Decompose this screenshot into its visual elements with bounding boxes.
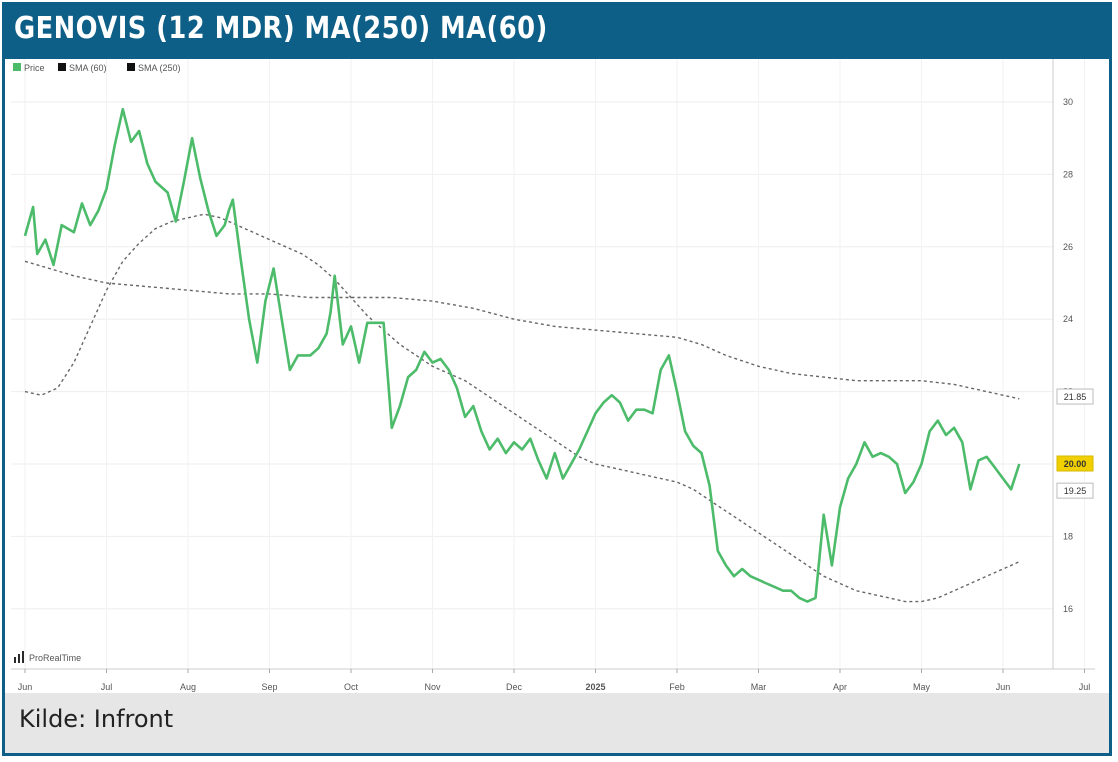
legend-swatch-price [13, 63, 21, 71]
x-tick-label: Apr [833, 682, 847, 692]
legend-label-sma60: SMA (60) [69, 63, 107, 73]
logo-bar-icon [14, 657, 16, 663]
last-value-box [1056, 455, 1094, 472]
footer-bar: Kilde: Infront [5, 693, 1109, 753]
y-tick-label: 26 [1063, 242, 1073, 252]
x-tick-labels: Jun Jul Aug Sep Oct Nov Dec 2025 Feb Mar Apr May Jun… [18, 669, 1091, 692]
legend-label-sma250: SMA (250) [138, 63, 181, 73]
x-tick-label: May [913, 682, 931, 692]
watermark-text: ProRealTime [29, 653, 81, 663]
y-tick-label: 18 [1063, 531, 1073, 541]
chart-legend: Price SMA (60) SMA (250) [13, 63, 181, 73]
logo-bar-icon [22, 651, 24, 663]
legend-swatch-sma250 [127, 63, 135, 71]
x-tick-label: Jul [101, 682, 113, 692]
price-line [23, 107, 1021, 603]
sma250-line [24, 260, 1020, 400]
x-tick-label: Jun [996, 682, 1011, 692]
x-tick-label: Dec [506, 682, 523, 692]
x-tick-label: Aug [180, 682, 196, 692]
last-value-label: 19.25 [1064, 486, 1087, 496]
plot-background [11, 59, 1095, 693]
last-value-label: 20.00 [1064, 459, 1087, 469]
legend-label-price: Price [24, 63, 45, 73]
last-value-label: 21.85 [1064, 392, 1087, 402]
x-tick-label: Sep [261, 682, 277, 692]
x-tick-label: 2025 [585, 682, 605, 692]
x-tick-label: Oct [344, 682, 359, 692]
logo-bar-icon [18, 654, 20, 663]
source-label: Kilde: Infront [19, 705, 174, 733]
x-tick-label: Nov [424, 682, 441, 692]
last-value-box [1056, 482, 1094, 499]
chart-title: GENOVIS (12 MDR) MA(250) MA(60) [14, 11, 548, 46]
y-tick-label: 24 [1063, 314, 1073, 324]
y-tick-label: 30 [1063, 97, 1073, 107]
prorealtime-logo: ProRealTime [14, 651, 81, 663]
x-tick-label: Mar [751, 682, 767, 692]
y-tick-label: 28 [1063, 169, 1073, 179]
legend-swatch-sma60 [58, 63, 66, 71]
price-chart: 1618202224262830 JunJulAugSepOctNovDec20… [11, 59, 1095, 693]
y-tick-label: 16 [1063, 604, 1073, 614]
last-value-box [1056, 388, 1094, 405]
series-lines [23, 107, 1021, 603]
sma60-line [24, 213, 1020, 603]
title-bar: GENOVIS (12 MDR) MA(250) MA(60) [5, 5, 1109, 59]
x-tick-label: Feb [669, 682, 685, 692]
x-tick-label: Jul [1079, 682, 1091, 692]
last-value-labels: 21.85 20.00 19.25 [1056, 388, 1094, 499]
x-tick-label: Jun [18, 682, 33, 692]
